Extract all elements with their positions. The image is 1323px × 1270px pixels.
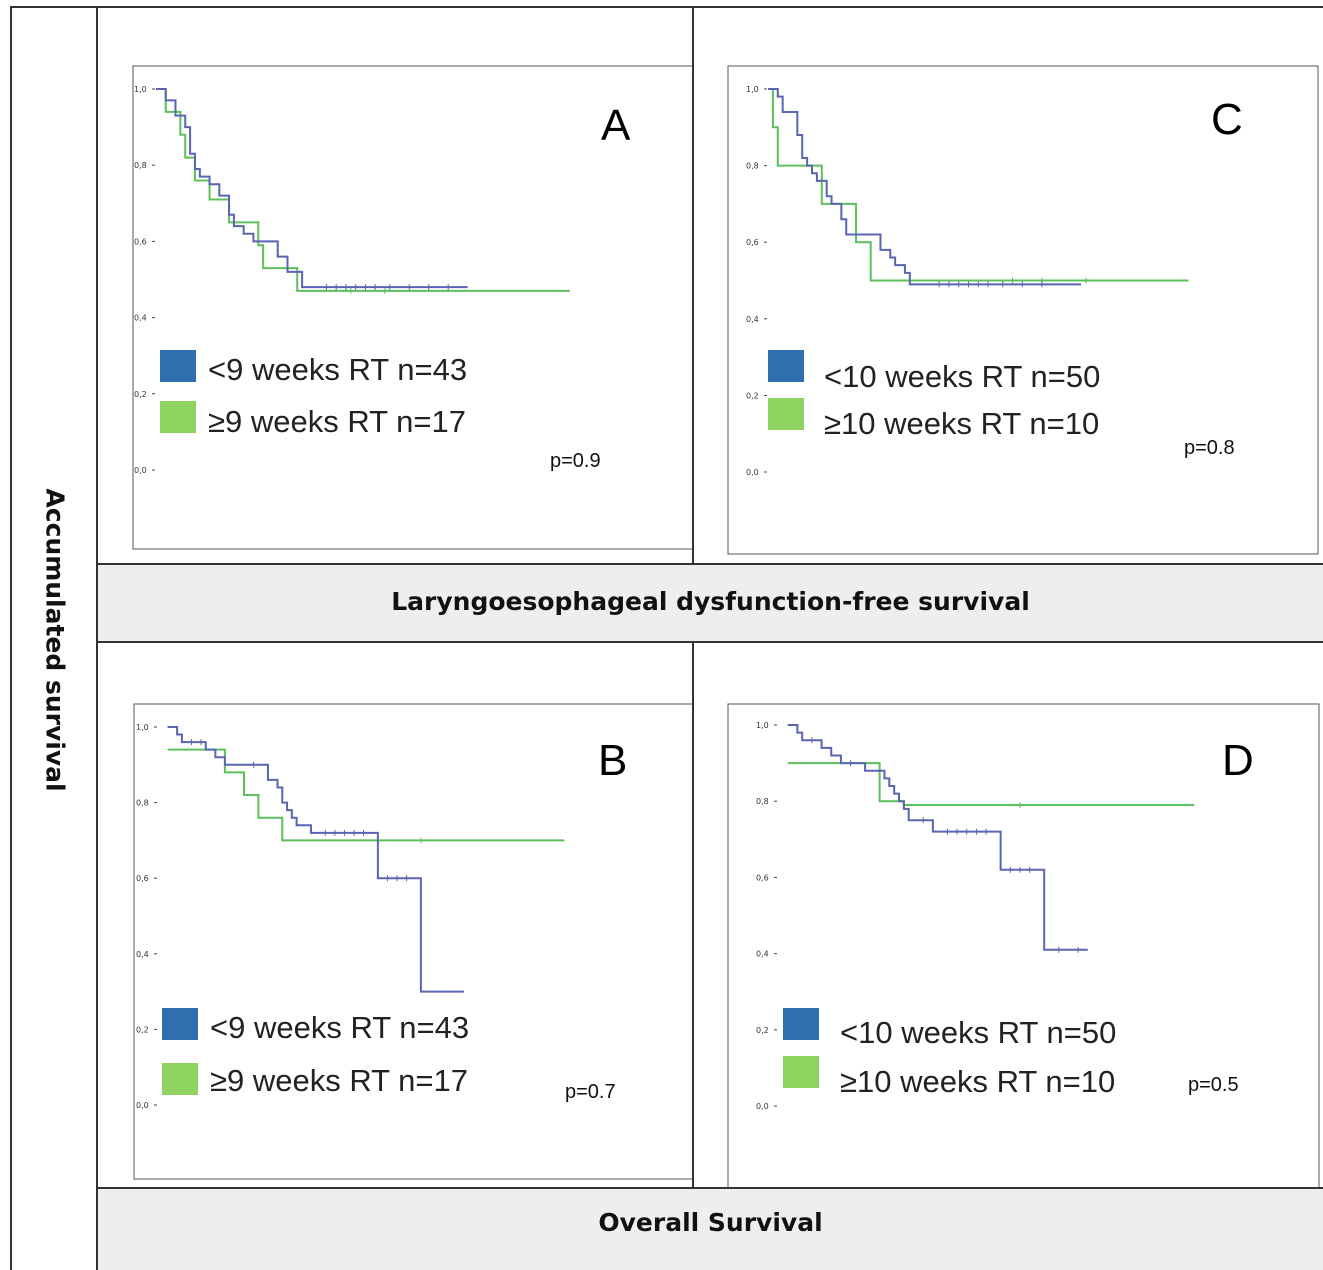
legend-swatch-blue (160, 350, 196, 382)
y-tick-label: 0,8 (756, 797, 769, 806)
y-tick-label: 0,2 (134, 390, 147, 399)
y-tick-label: 0,6 (756, 873, 769, 882)
panel-divider (692, 643, 694, 1187)
km-panel-a: 0,00,20,40,60,81,0020406080100A<9 weeks … (132, 65, 692, 550)
survival-curve-blue (768, 88, 1081, 286)
y-tick-label: 0,0 (136, 1101, 149, 1110)
legend-label: <10 weeks RT n=50 (824, 359, 1100, 394)
panel-letter: C (1211, 95, 1243, 144)
top-border (10, 6, 1323, 8)
survival-curve-green (768, 88, 1189, 282)
y-tick-label: 0,4 (746, 315, 759, 324)
y-tick-label: 0,2 (756, 1026, 769, 1035)
plot-area (727, 703, 1320, 1187)
legend-swatch-blue (768, 350, 804, 382)
panel-letter: B (598, 736, 627, 785)
plot-area (132, 65, 692, 550)
plot-area (133, 703, 692, 1180)
section-label-os: Overall Survival (98, 1187, 1323, 1270)
p-value: p=0.9 (550, 450, 601, 472)
p-value: p=0.8 (1184, 437, 1235, 459)
y-tick-label: 0,8 (746, 162, 759, 171)
y-tick-label: 0,2 (746, 391, 759, 400)
y-tick-label: 0,8 (134, 161, 147, 170)
plot-area (727, 65, 1319, 555)
legend-label: ≥9 weeks RT n=17 (210, 1063, 468, 1098)
survival-curve-blue (167, 726, 464, 993)
y-tick-label: 0,2 (136, 1025, 149, 1034)
p-value: p=0.5 (1188, 1074, 1239, 1096)
km-panel-b: 0,00,20,40,60,81,0020406080100B<9 weeks … (133, 703, 692, 1180)
y-tick-label: 0,0 (746, 468, 759, 477)
legend-label: ≥10 weeks RT n=10 (840, 1064, 1115, 1099)
y-tick-label: 0,6 (136, 874, 149, 883)
legend-swatch-green (783, 1056, 819, 1088)
panel-divider (692, 8, 694, 563)
legend-swatch-green (160, 401, 196, 433)
km-panel-d: 0,00,20,40,60,81,0020406080100D<10 weeks… (727, 703, 1320, 1187)
survival-curve-blue (156, 88, 468, 289)
legend-swatch-green (768, 398, 804, 430)
survival-curve-blue (787, 724, 1088, 951)
y-tick-label: 1,0 (756, 721, 769, 730)
legend-swatch-blue (783, 1008, 819, 1040)
y-tick-label: 1,0 (134, 85, 147, 94)
y-tick-label: 0,4 (756, 950, 769, 959)
legend-label: <9 weeks RT n=43 (210, 1010, 469, 1045)
y-tick-label: 0,4 (136, 950, 149, 959)
legend-label: <10 weeks RT n=50 (840, 1015, 1116, 1050)
panel-letter: D (1222, 736, 1254, 785)
legend-label: ≥10 weeks RT n=10 (824, 406, 1099, 441)
legend-label: ≥9 weeks RT n=17 (208, 404, 466, 439)
legend-swatch-green (162, 1063, 198, 1095)
section-label-lfs: Laryngoesophageal dysfunction-free survi… (98, 563, 1323, 643)
y-tick-label: 0,4 (134, 314, 147, 323)
y-axis-label: Accumulated survival (40, 488, 70, 792)
panel-letter: A (601, 101, 631, 150)
y-tick-label: 0,0 (756, 1102, 769, 1111)
y-tick-label: 1,0 (746, 85, 759, 94)
legend-swatch-blue (162, 1008, 198, 1040)
y-axis-label-column (10, 8, 98, 1270)
y-tick-label: 0,0 (134, 466, 147, 475)
y-tick-label: 0,6 (746, 238, 759, 247)
y-tick-label: 1,0 (136, 723, 149, 732)
y-tick-label: 0,6 (134, 237, 147, 246)
p-value: p=0.7 (565, 1081, 616, 1103)
legend-label: <9 weeks RT n=43 (208, 352, 467, 387)
y-tick-label: 0,8 (136, 799, 149, 808)
km-panel-c: 0,00,20,40,60,81,0020406080100C<10 weeks… (727, 65, 1319, 555)
